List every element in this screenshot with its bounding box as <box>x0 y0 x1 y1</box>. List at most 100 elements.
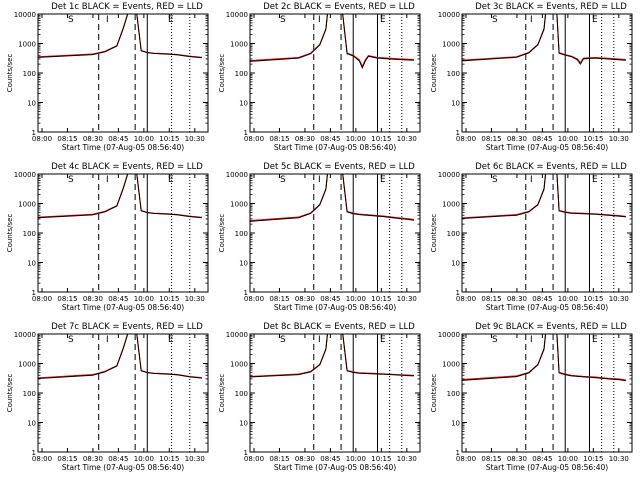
plot-frame <box>249 13 421 133</box>
chart-title: Det 7c BLACK = Events, RED = LLD <box>51 322 203 332</box>
x-tick-label: 08:00 <box>456 455 476 463</box>
x-tick-label: 08:30 <box>295 135 315 143</box>
y-axis-label: Counts/sec <box>218 374 226 413</box>
y-tick-label: 10 <box>239 100 248 108</box>
x-tick-label: 08:15 <box>481 295 501 303</box>
series-line-events <box>462 14 626 66</box>
x-tick-label: 10:15 <box>159 135 179 143</box>
x-tick-label: 08:30 <box>507 135 527 143</box>
y-tick-label: 10 <box>239 420 248 428</box>
x-tick-label: 10:00 <box>558 455 578 463</box>
y-tick-label: 1000 <box>230 41 248 49</box>
chart-title: Det 1c BLACK = Events, RED = LLD <box>51 2 203 12</box>
marker-label-s: S <box>280 175 286 185</box>
x-tick-label: 10:00 <box>346 135 366 143</box>
marker-label-e: E <box>380 335 386 345</box>
series-line-events <box>250 334 414 378</box>
x-tick-label: 10:30 <box>185 135 205 143</box>
marker-label-s: S <box>68 335 74 345</box>
y-tick-label: 100 <box>447 390 460 398</box>
marker-label-i: I <box>530 175 533 185</box>
marker-label-s: S <box>492 175 498 185</box>
y-tick-label: 100 <box>23 390 36 398</box>
marker-label-e: E <box>168 15 174 25</box>
y-tick-label: 10000 <box>14 331 36 339</box>
y-tick-label: 10 <box>27 100 36 108</box>
y-tick-label: 1000 <box>442 201 460 209</box>
y-tick-label: 1000 <box>18 361 36 369</box>
y-tick-label: 10 <box>239 260 248 268</box>
x-tick-label: 10:30 <box>397 455 417 463</box>
y-tick-label: 1 <box>244 449 248 457</box>
marker-label-s: S <box>280 335 286 345</box>
marker-label-i: I <box>106 335 109 345</box>
x-tick-label: 10:15 <box>159 295 179 303</box>
y-tick-label: 1 <box>456 289 460 297</box>
panel-det-4: Det 4c BLACK = Events, RED = LLD S I E 1 10 10… <box>6 162 209 312</box>
series-line-events <box>38 14 202 59</box>
x-tick-label: 08:30 <box>83 295 103 303</box>
x-axis-label: Start Time (07-Aug-05 08:56:40) <box>486 463 608 472</box>
x-tick-label: 10:00 <box>558 295 578 303</box>
y-tick-label: 100 <box>235 230 248 238</box>
y-tick-label: 10000 <box>14 11 36 19</box>
y-tick-label: 10 <box>27 260 36 268</box>
panel-det-2: Det 2c BLACK = Events, RED = LLD S I E 1 10 10… <box>218 2 421 152</box>
x-tick-label: 10:00 <box>134 295 154 303</box>
series-line-events <box>250 174 414 222</box>
x-tick-label: 08:00 <box>32 455 52 463</box>
marker-label-i: I <box>318 15 321 25</box>
y-axis-label: Counts/sec <box>218 214 226 253</box>
x-tick-label: 08:15 <box>481 135 501 143</box>
y-axis-label: Counts/sec <box>6 214 14 253</box>
y-tick-label: 1 <box>456 129 460 137</box>
x-axis-label: Start Time (07-Aug-05 08:56:40) <box>486 303 608 312</box>
panel-det-5: Det 5c BLACK = Events, RED = LLD S I E 1 10 10… <box>218 162 421 312</box>
y-tick-label: 100 <box>23 230 36 238</box>
plot-frame <box>461 13 633 133</box>
x-axis-label: Start Time (07-Aug-05 08:56:40) <box>274 303 396 312</box>
x-tick-label: 10:15 <box>371 135 391 143</box>
y-axis-label: Counts/sec <box>6 374 14 413</box>
chart-title: Det 3c BLACK = Events, RED = LLD <box>475 2 627 12</box>
y-tick-label: 10000 <box>226 11 248 19</box>
chart-title: Det 8c BLACK = Events, RED = LLD <box>263 322 415 332</box>
marker-label-s: S <box>492 335 498 345</box>
plot-frame <box>461 173 633 293</box>
y-tick-label: 10000 <box>438 171 460 179</box>
x-tick-label: 08:45 <box>320 455 340 463</box>
plot-frame <box>37 333 209 453</box>
x-tick-label: 10:30 <box>609 135 629 143</box>
series-line-events <box>38 334 202 380</box>
x-tick-label: 08:15 <box>57 455 77 463</box>
y-tick-label: 100 <box>235 390 248 398</box>
x-tick-label: 10:30 <box>609 295 629 303</box>
x-tick-label: 08:00 <box>244 295 264 303</box>
series-line-events <box>462 174 626 220</box>
x-tick-label: 10:15 <box>159 455 179 463</box>
x-tick-label: 10:15 <box>583 295 603 303</box>
plot-frame <box>461 333 633 453</box>
marker-label-i: I <box>318 335 321 345</box>
y-tick-label: 10000 <box>14 171 36 179</box>
x-tick-label: 10:30 <box>609 455 629 463</box>
y-tick-label: 1 <box>456 449 460 457</box>
marker-label-i: I <box>106 15 109 25</box>
x-tick-label: 08:00 <box>244 455 264 463</box>
x-tick-label: 08:30 <box>295 455 315 463</box>
x-axis-label: Start Time (07-Aug-05 08:56:40) <box>62 463 184 472</box>
y-tick-label: 100 <box>235 70 248 78</box>
marker-label-e: E <box>168 175 174 185</box>
y-tick-label: 10000 <box>438 331 460 339</box>
marker-label-e: E <box>168 335 174 345</box>
x-tick-label: 08:00 <box>244 135 264 143</box>
marker-label-e: E <box>592 15 598 25</box>
plot-frame <box>37 13 209 133</box>
x-tick-label: 10:00 <box>346 455 366 463</box>
x-tick-label: 08:15 <box>57 295 77 303</box>
x-tick-label: 08:45 <box>108 455 128 463</box>
marker-label-i: I <box>106 175 109 185</box>
x-tick-label: 08:30 <box>507 295 527 303</box>
x-tick-label: 08:45 <box>320 295 340 303</box>
x-axis-label: Start Time (07-Aug-05 08:56:40) <box>62 143 184 152</box>
